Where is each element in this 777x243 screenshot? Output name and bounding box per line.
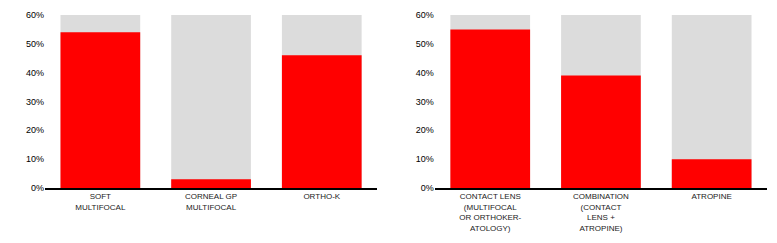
svg-text:20%: 20% bbox=[416, 125, 434, 135]
svg-text:SOFTMULTIFOCAL: SOFTMULTIFOCAL bbox=[75, 192, 126, 211]
svg-text:COMBINATION(CONTACTLENS +ATROP: COMBINATION(CONTACTLENS +ATROPINE) bbox=[573, 192, 629, 232]
svg-text:10%: 10% bbox=[416, 154, 434, 164]
svg-text:30%: 30% bbox=[416, 97, 434, 107]
svg-text:60%: 60% bbox=[26, 10, 44, 20]
svg-text:CORNEAL GPMULTIFOCAL: CORNEAL GPMULTIFOCAL bbox=[185, 192, 237, 211]
svg-text:ORTHO-K: ORTHO-K bbox=[303, 192, 340, 201]
svg-text:50%: 50% bbox=[26, 39, 44, 49]
svg-text:0%: 0% bbox=[421, 183, 434, 193]
svg-text:60%: 60% bbox=[416, 10, 434, 20]
svg-text:CONTACT LENS(MULTIFOCALOR ORTH: CONTACT LENS(MULTIFOCALOR ORTHOKER-ATOLO… bbox=[459, 192, 521, 232]
svg-text:20%: 20% bbox=[26, 125, 44, 135]
svg-text:30%: 30% bbox=[26, 97, 44, 107]
svg-text:40%: 40% bbox=[416, 68, 434, 78]
svg-text:0%: 0% bbox=[31, 183, 44, 193]
svg-text:10%: 10% bbox=[26, 154, 44, 164]
svg-text:40%: 40% bbox=[26, 68, 44, 78]
svg-text:50%: 50% bbox=[416, 39, 434, 49]
svg-text:ATROPINE: ATROPINE bbox=[691, 192, 731, 201]
